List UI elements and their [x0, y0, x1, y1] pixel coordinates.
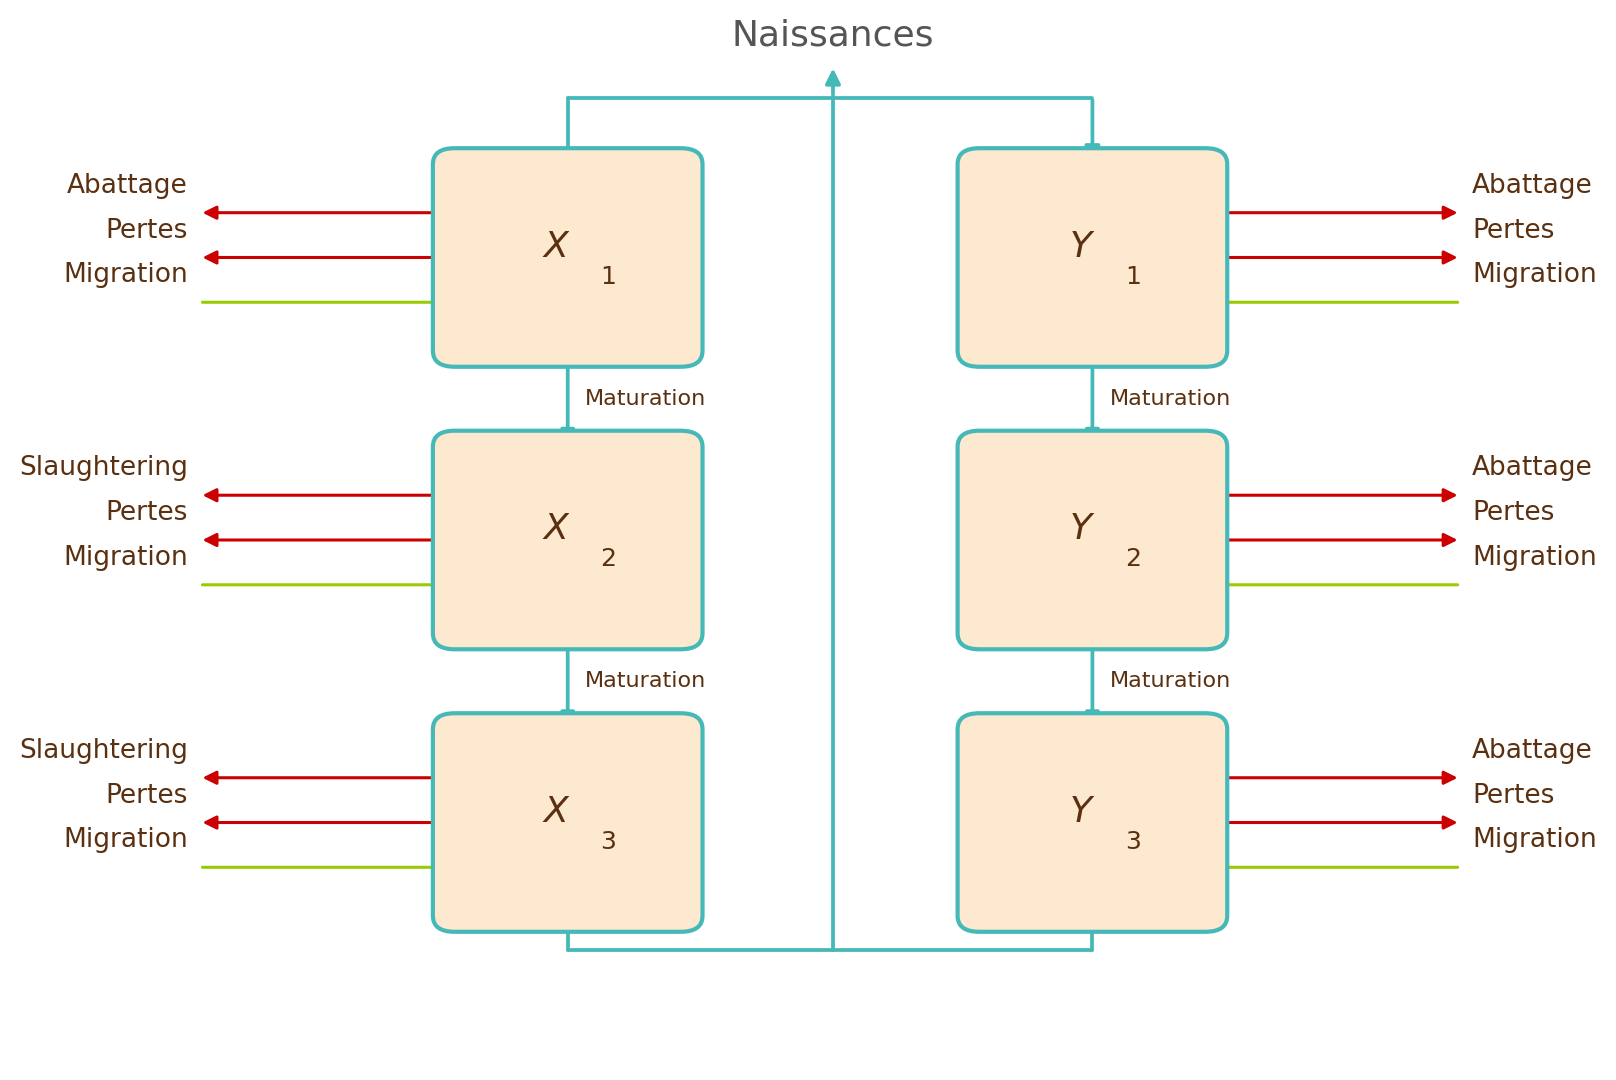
Text: Migration: Migration [63, 262, 187, 288]
Text: Pertes: Pertes [105, 500, 187, 526]
Text: Pertes: Pertes [1472, 218, 1555, 244]
Text: Migration: Migration [63, 827, 187, 853]
Text: Maturation: Maturation [1110, 389, 1231, 408]
Text: Y: Y [1070, 230, 1092, 264]
Text: Migration: Migration [1472, 262, 1597, 288]
Text: X: X [543, 230, 569, 264]
Text: 1: 1 [1125, 265, 1141, 288]
FancyBboxPatch shape [958, 148, 1227, 367]
Text: Naissances: Naissances [732, 18, 934, 53]
Text: Maturation: Maturation [585, 672, 706, 691]
FancyBboxPatch shape [958, 431, 1227, 649]
Text: Y: Y [1070, 795, 1092, 828]
Text: Abattage: Abattage [1472, 738, 1593, 764]
Text: Abattage: Abattage [1472, 173, 1593, 199]
Text: Migration: Migration [1472, 827, 1597, 853]
Text: Abattage: Abattage [68, 173, 187, 199]
Text: Pertes: Pertes [1472, 500, 1555, 526]
Text: X: X [543, 795, 569, 828]
Text: Maturation: Maturation [585, 389, 706, 408]
Text: 3: 3 [1125, 829, 1141, 853]
Text: 2: 2 [1125, 548, 1141, 571]
Text: Pertes: Pertes [1472, 783, 1555, 809]
Text: Abattage: Abattage [1472, 456, 1593, 482]
Text: 2: 2 [601, 548, 617, 571]
Text: Slaughtering: Slaughtering [19, 456, 187, 482]
Text: Y: Y [1070, 512, 1092, 546]
Text: 1: 1 [601, 265, 616, 288]
Text: 3: 3 [601, 829, 616, 853]
Text: Migration: Migration [1472, 545, 1597, 571]
FancyBboxPatch shape [433, 148, 703, 367]
FancyBboxPatch shape [958, 713, 1227, 932]
Text: Slaughtering: Slaughtering [19, 738, 187, 764]
Text: Migration: Migration [63, 545, 187, 571]
Text: Maturation: Maturation [1110, 672, 1231, 691]
Text: Pertes: Pertes [105, 783, 187, 809]
FancyBboxPatch shape [433, 431, 703, 649]
Text: Pertes: Pertes [105, 218, 187, 244]
FancyBboxPatch shape [433, 713, 703, 932]
Text: X: X [543, 512, 569, 546]
